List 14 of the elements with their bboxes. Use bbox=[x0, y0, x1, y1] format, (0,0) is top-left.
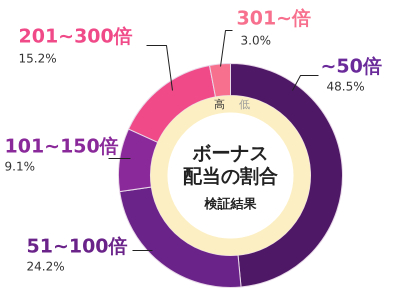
text: 高 bbox=[214, 98, 225, 111]
data-label: 15.2% bbox=[18, 52, 57, 66]
text: 低 bbox=[239, 98, 250, 111]
data-label: 3.0% bbox=[240, 34, 271, 48]
data-label: 48.5% bbox=[326, 80, 365, 94]
slice-label: 301~倍 bbox=[236, 8, 312, 30]
slice-label: 201~300倍 bbox=[18, 26, 133, 48]
data-label: 24.2% bbox=[26, 260, 65, 274]
text: 検証結果 bbox=[204, 196, 258, 212]
data-label: 9.1% bbox=[4, 160, 35, 174]
slice-label: ~50倍 bbox=[320, 56, 382, 78]
text: ボーナス配当の割合 bbox=[183, 142, 278, 188]
slice-label: 101~150倍 bbox=[4, 136, 119, 158]
slice-label: 51~100倍 bbox=[26, 236, 128, 258]
